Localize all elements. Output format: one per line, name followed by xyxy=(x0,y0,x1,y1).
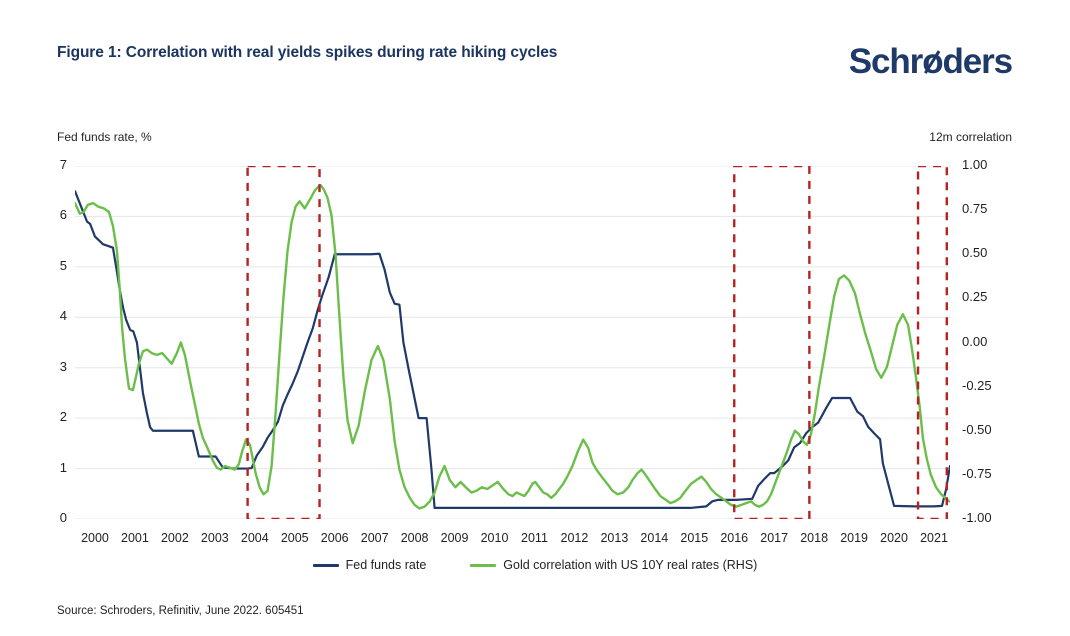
x-axis-tick-label: 2005 xyxy=(280,531,309,545)
right-axis-tick-label: -0.25 xyxy=(962,377,992,393)
right-axis-tick-label: -0.50 xyxy=(962,421,992,437)
x-axis-tick-label: 2008 xyxy=(400,531,429,545)
hiking-cycle-2004-2006 xyxy=(246,166,321,519)
right-axis-tick-label: 0.75 xyxy=(962,201,988,217)
x-axis-tick-label: 2007 xyxy=(360,531,389,545)
left-axis-tick-label: 0 xyxy=(59,510,67,525)
legend-item: Fed funds rate xyxy=(312,558,427,572)
x-axis-tick-label: 2004 xyxy=(240,531,269,545)
left-axis-caption: Fed funds rate, % xyxy=(57,130,152,144)
logo-text-part1: Schr xyxy=(848,42,924,81)
x-axis-tick-label: 2010 xyxy=(480,531,509,545)
logo-crossed-o: o xyxy=(922,44,943,79)
x-axis-tick-label: 2001 xyxy=(121,531,149,545)
chart-legend: Fed funds rate Gold correlation with US 1… xyxy=(0,558,1070,572)
right-axis-tick-label: -1.00 xyxy=(962,510,992,525)
x-axis-tick-label: 2017 xyxy=(760,531,789,545)
legend-label: Fed funds rate xyxy=(345,558,427,572)
chart-canvas xyxy=(75,166,950,519)
right-axis-caption: 12m correlation xyxy=(929,130,1012,144)
right-axis-tick-label: 0.50 xyxy=(962,245,988,261)
right-axis-tick-label: -0.75 xyxy=(962,465,992,481)
series-line-gold-correlation xyxy=(75,184,950,510)
x-axis-tick-label: 2014 xyxy=(640,531,669,545)
x-axis-tick-label: 2000 xyxy=(81,531,109,545)
right-axis-tick-label: 0.00 xyxy=(962,333,988,349)
left-axis-tick-label: 2 xyxy=(59,409,67,425)
x-axis-tick-label: 2016 xyxy=(720,531,749,545)
legend-swatch xyxy=(470,563,497,567)
hiking-cycle-2021 xyxy=(916,166,949,519)
legend-swatch xyxy=(312,563,339,567)
gridlines xyxy=(75,166,950,519)
left-axis-tick-label: 4 xyxy=(59,308,67,324)
x-axis-tick-label: 2013 xyxy=(600,531,629,545)
left-axis-tick-label: 1 xyxy=(59,459,67,475)
left-axis-tick-label: 6 xyxy=(59,207,67,223)
page-title: Figure 1: Correlation with real yields s… xyxy=(57,44,558,61)
data-series-layer xyxy=(75,184,950,510)
left-axis-tick-label: 5 xyxy=(59,257,67,273)
x-axis-tick-label: 2021 xyxy=(920,531,948,545)
x-axis-tick-label: 2012 xyxy=(560,531,589,545)
x-axis-tick-label: 2011 xyxy=(521,531,548,545)
x-axis-tick-label: 2015 xyxy=(680,531,709,545)
x-axis-tick-label: 2002 xyxy=(160,531,189,545)
left-axis-tick-label: 3 xyxy=(59,358,67,374)
x-axis-tick-label: 2009 xyxy=(440,531,469,545)
right-axis-tick-label: 0.25 xyxy=(962,289,988,305)
x-axis-tick-label: 2003 xyxy=(200,531,229,545)
right-axis-tick-label: 1.00 xyxy=(962,157,988,172)
x-axis-tick-label: 2006 xyxy=(320,531,349,545)
hiking-cycle-boxes xyxy=(246,166,949,519)
legend-item: Gold correlation with US 10Y real rates … xyxy=(470,558,757,572)
plot-area xyxy=(75,166,950,519)
x-axis-tick-label: 2018 xyxy=(800,531,829,545)
legend-label: Gold correlation with US 10Y real rates … xyxy=(503,558,758,572)
series-line-fed-funds-rate xyxy=(75,190,950,510)
source-note: Source: Schroders, Refinitiv, June 2022.… xyxy=(57,605,304,617)
left-axis-tick-label: 7 xyxy=(59,157,67,172)
logo-text-part2: ders xyxy=(942,42,1013,81)
hiking-cycle-2016-2018 xyxy=(733,166,811,519)
x-axis-tick-label: 2020 xyxy=(880,531,908,545)
x-axis-tick-label: 2019 xyxy=(840,531,869,545)
schroders-logo: Schroders xyxy=(848,42,1013,81)
